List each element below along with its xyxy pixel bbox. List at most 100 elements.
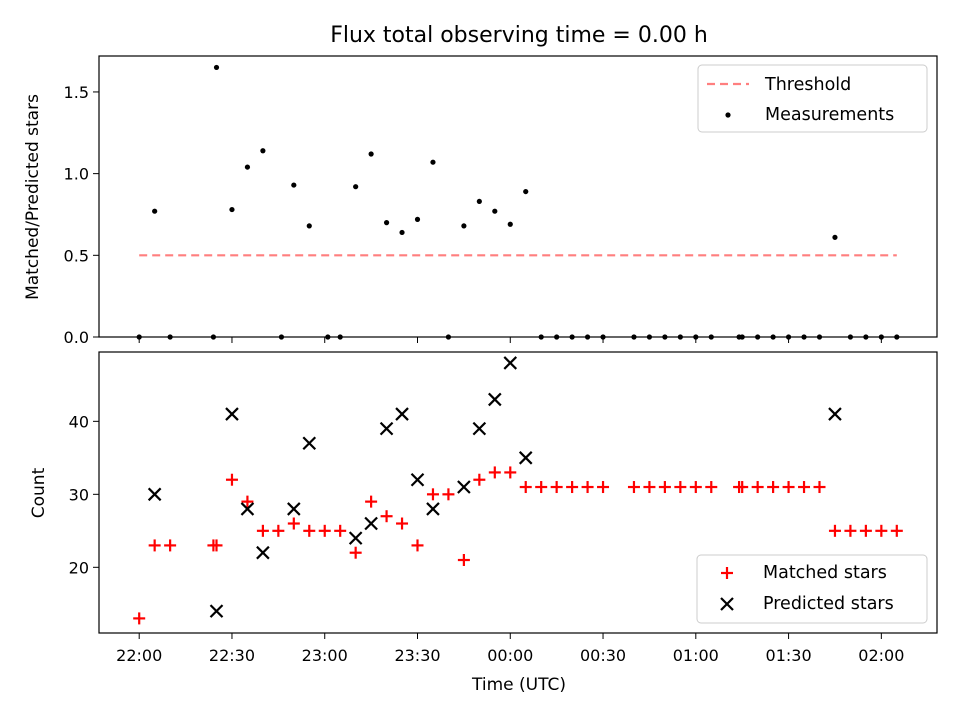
bottom-legend-box [696,554,928,624]
matched-point [890,524,903,537]
matched-point [225,473,238,486]
matched-point [133,612,146,625]
matched-point [658,481,671,494]
matched-point [705,481,718,494]
predicted-point [379,421,394,436]
top-y-tick-label: 0.0 [64,328,89,347]
legend-matched-label: Matched stars [763,563,887,583]
chart-title: Flux total observing time = 0.00 h [330,23,708,48]
bottom-data-marks [133,356,903,625]
matched-point [164,539,177,552]
predicted-point-b [457,480,471,494]
predicted-point-b [426,502,440,516]
matched-point [426,488,439,501]
matched-point [798,481,811,494]
measurement-point [646,334,653,340]
predicted-point [426,502,440,516]
measurement-point [399,229,405,236]
matched-point [256,524,269,537]
measurement-point [677,334,683,340]
matched-point [380,510,393,523]
predicted-point [518,451,533,465]
measurement-point [244,164,251,170]
predicted-point-b [472,421,487,436]
top-legend: Threshold Measurements [697,64,928,133]
measurement-point [631,334,637,340]
predicted-point [147,487,162,502]
measurement-point [755,334,761,340]
matched-point [396,517,409,530]
top-y-tick-label: 1.5 [64,83,89,102]
predicted-point [395,407,409,421]
top-axes: 0.0 0.5 1.0 1.5 Matched/Predicted stars Thr… [23,55,938,347]
predicted-point-b [348,531,363,545]
predicted-point [302,436,317,451]
bottom-axes-frame [98,351,938,634]
matched-point [767,481,780,494]
matched-point [519,481,532,494]
measurement-point [430,159,436,165]
top-y-axis-label: Matched/Predicted stars [23,94,43,300]
matched-point [859,524,872,537]
measurement-point [278,334,285,340]
predicted-point [410,472,425,487]
matched-point [782,481,795,494]
legend-threshold-label: Threshold [764,75,851,95]
top-legend-box [697,64,928,133]
measurement-point [507,221,513,227]
matched-point [751,481,764,494]
predicted-point [348,531,363,545]
matched-point [241,495,254,508]
bottom-y-tick-label: 20 [69,558,89,577]
measurement-point [863,334,869,340]
legend-measurements-label: Measurements [765,105,894,125]
predicted-point-b [379,421,394,436]
matched-point [210,539,223,552]
predicted-point [287,502,301,516]
bottom-y-ticks: 20 30 40 [69,412,99,577]
measurement-point [210,334,217,340]
x-axis-label: Time (UTC) [471,675,566,695]
predicted-point-b [364,516,378,531]
predicted-point-b [518,451,533,465]
predicted-point [240,502,255,516]
matched-point [643,481,656,494]
predicted-point [364,516,378,531]
x-tick-label: 02:00 [858,646,904,665]
predicted-point [457,480,471,494]
measurement-point [445,334,452,340]
measurement-point [847,334,854,340]
predicted-point-b [209,604,224,618]
predicted-point-b [828,407,842,421]
matched-point [287,517,300,530]
matched-point [457,554,470,567]
predicted-point [828,407,842,421]
measurement-point [739,334,745,340]
measurement-point [770,334,776,340]
matched-point [365,495,378,508]
measurement-point [523,188,529,195]
measurement-point [229,206,235,213]
top-y-tick-label: 1.0 [64,165,89,184]
measurement-point [492,208,498,214]
matched-point [535,481,548,494]
measurement-point [785,334,792,340]
matched-point [674,481,687,494]
predicted-point [472,421,487,436]
legend-matched-marker [721,567,733,579]
predicted-point-b [240,502,255,516]
measurement-point [152,208,158,214]
predicted-point-b [410,472,425,487]
matched-point [318,524,331,537]
legend-predicted-marker [720,597,734,611]
measurement-point [693,334,699,340]
measurement-point [136,334,142,340]
bottom-y-tick-label: 30 [69,485,89,504]
matched-point [828,524,841,537]
matched-point [736,481,749,494]
predicted-point-b [503,356,518,370]
bottom-legend: Matched stars Predicted stars [696,554,928,624]
measurement-point [167,334,173,340]
matched-point [473,473,486,486]
measurement-point [600,334,606,340]
